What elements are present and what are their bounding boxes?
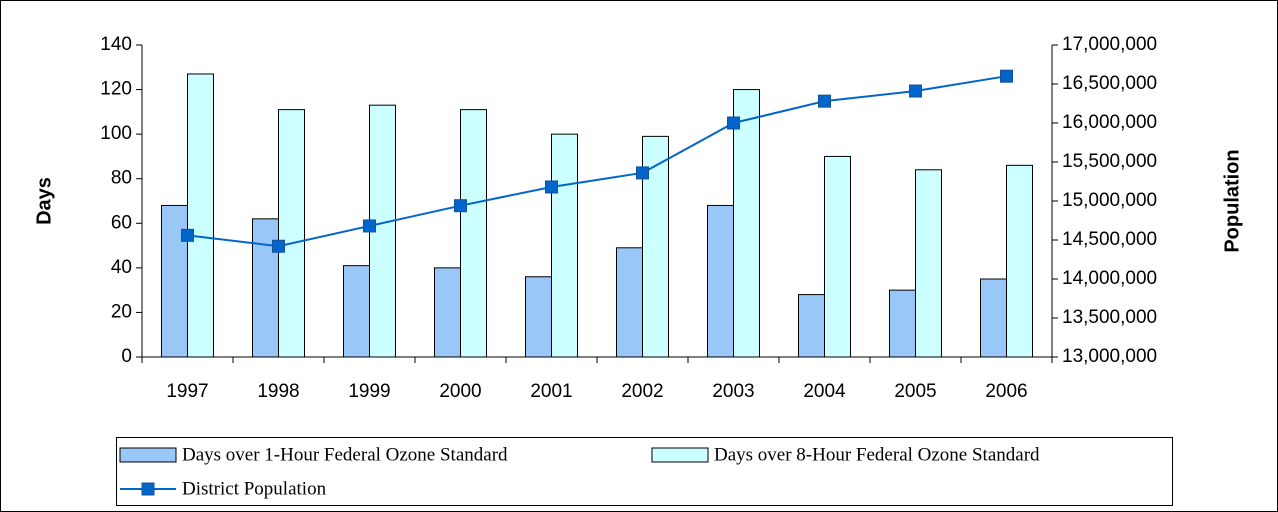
legend-label: Days over 8-Hour Federal Ozone Standard	[714, 444, 1040, 465]
line-marker	[818, 94, 831, 108]
line-marker	[1000, 69, 1013, 83]
bar	[161, 204, 188, 358]
y2-tick-label: 16,500,000	[1062, 73, 1157, 94]
line	[187, 75, 1007, 248]
line-marker	[636, 166, 649, 180]
bar	[551, 133, 578, 358]
bar	[980, 278, 1007, 358]
y2-tick-label: 14,500,000	[1062, 229, 1157, 250]
y-tick-label: 120	[100, 79, 132, 100]
bar	[616, 247, 643, 358]
bar	[278, 109, 305, 358]
line-marker	[454, 199, 467, 213]
bar	[343, 265, 370, 358]
bar	[525, 276, 552, 358]
y-tick-label: 40	[111, 257, 132, 278]
bar	[460, 109, 487, 358]
x-tick-label: 2003	[712, 381, 754, 402]
x-tick-label: 1999	[348, 381, 390, 402]
x-tick-label: 2004	[803, 381, 846, 402]
x-tick-label: 1997	[166, 381, 208, 402]
line-marker	[909, 84, 922, 98]
bar	[824, 155, 851, 358]
bar	[733, 89, 760, 358]
bar	[1006, 164, 1033, 358]
line-marker	[363, 219, 376, 233]
y-tick-label: 100	[100, 123, 132, 144]
legend-swatch	[119, 447, 177, 463]
bar	[252, 218, 279, 358]
bar	[889, 289, 916, 358]
bar	[434, 267, 461, 358]
y-tick-label: 0	[121, 346, 132, 367]
x-tick-label: 2005	[894, 381, 936, 402]
y2-tick-label: 13,000,000	[1062, 346, 1157, 367]
x-tick-label: 2002	[621, 381, 663, 402]
x-tick-label: 1998	[257, 381, 299, 402]
bar	[187, 73, 214, 358]
x-tick-label: 2000	[439, 381, 481, 402]
y2-tick-label: 17,000,000	[1062, 34, 1157, 55]
line-marker	[545, 180, 558, 194]
bar	[707, 204, 734, 358]
legend-swatch	[651, 447, 709, 463]
y2-axis-title: Population	[1221, 149, 1243, 252]
legend-label: Days over 1-Hour Federal Ozone Standard	[182, 444, 508, 465]
x-tick-label: 2001	[530, 381, 572, 402]
y-tick-label: 80	[111, 168, 132, 189]
y2-tick-label: 15,500,000	[1062, 151, 1157, 172]
bar	[798, 294, 825, 358]
bar	[915, 169, 942, 358]
line-marker	[181, 228, 194, 242]
legend-label: District Population	[182, 478, 327, 499]
y-axis-title: Days	[33, 177, 55, 225]
y2-tick-label: 14,000,000	[1062, 268, 1157, 289]
line-marker	[272, 239, 285, 253]
y2-tick-label: 16,000,000	[1062, 112, 1157, 133]
y-tick-label: 60	[111, 212, 132, 233]
line-marker	[727, 116, 740, 130]
y2-tick-label: 13,500,000	[1062, 307, 1157, 328]
y-tick-label: 140	[100, 34, 132, 55]
y-tick-label: 20	[111, 301, 132, 322]
y2-tick-label: 15,000,000	[1062, 190, 1157, 211]
x-tick-label: 2006	[985, 381, 1027, 402]
legend-box	[116, 437, 1173, 506]
legend-swatch	[141, 482, 155, 496]
